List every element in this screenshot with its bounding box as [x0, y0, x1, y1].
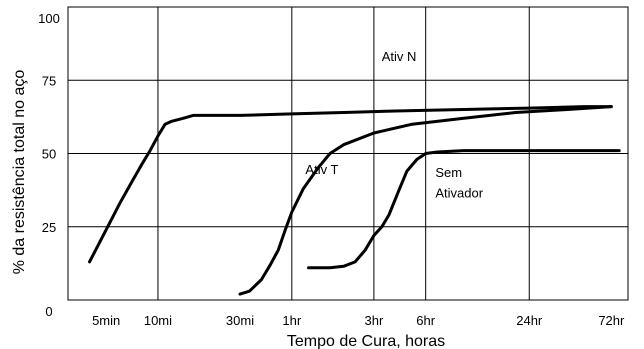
x-tick-label-3: 1hr [282, 313, 301, 328]
x-tick-label-2: 30mi [226, 313, 254, 328]
y-tick-label-3: 75 [42, 73, 56, 88]
series-line-0 [88, 105, 613, 264]
annotation-1: Ativ T [305, 162, 338, 177]
annotation-3: Ativador [435, 185, 483, 200]
x-tick-labels: 5min 10mi 30mi 1hr 3hr 6hr 24hr 72hr [92, 313, 625, 328]
x-tick-label-1: 10mi [144, 313, 172, 328]
y-tick-label-4: 100 [38, 11, 60, 26]
x-tick-label-5: 6hr [416, 313, 435, 328]
annotation-2: Sem [435, 165, 462, 180]
x-tick-label-6: 24hr [516, 313, 543, 328]
x-tick-label-4: 3hr [364, 313, 383, 328]
annotations: Ativ N Ativ T Sem Ativador [305, 49, 483, 200]
x-tick-label-7: 72hr [598, 313, 625, 328]
x-tick-label-0: 5min [92, 313, 120, 328]
series-line-2 [307, 149, 621, 270]
y-tick-label-0: 0 [45, 304, 52, 319]
y-tick-labels: 0 25 50 75 100 [38, 11, 60, 319]
series-line-1 [238, 105, 613, 296]
grid-lines [68, 7, 628, 300]
y-axis-title: % da resistência total no aço [11, 70, 28, 275]
x-axis-title: Tempo de Cura, horas [287, 333, 445, 349]
series-group [88, 105, 621, 296]
y-tick-label-2: 50 [42, 147, 56, 162]
annotation-0: Ativ N [382, 49, 417, 64]
y-tick-label-1: 25 [42, 220, 56, 235]
